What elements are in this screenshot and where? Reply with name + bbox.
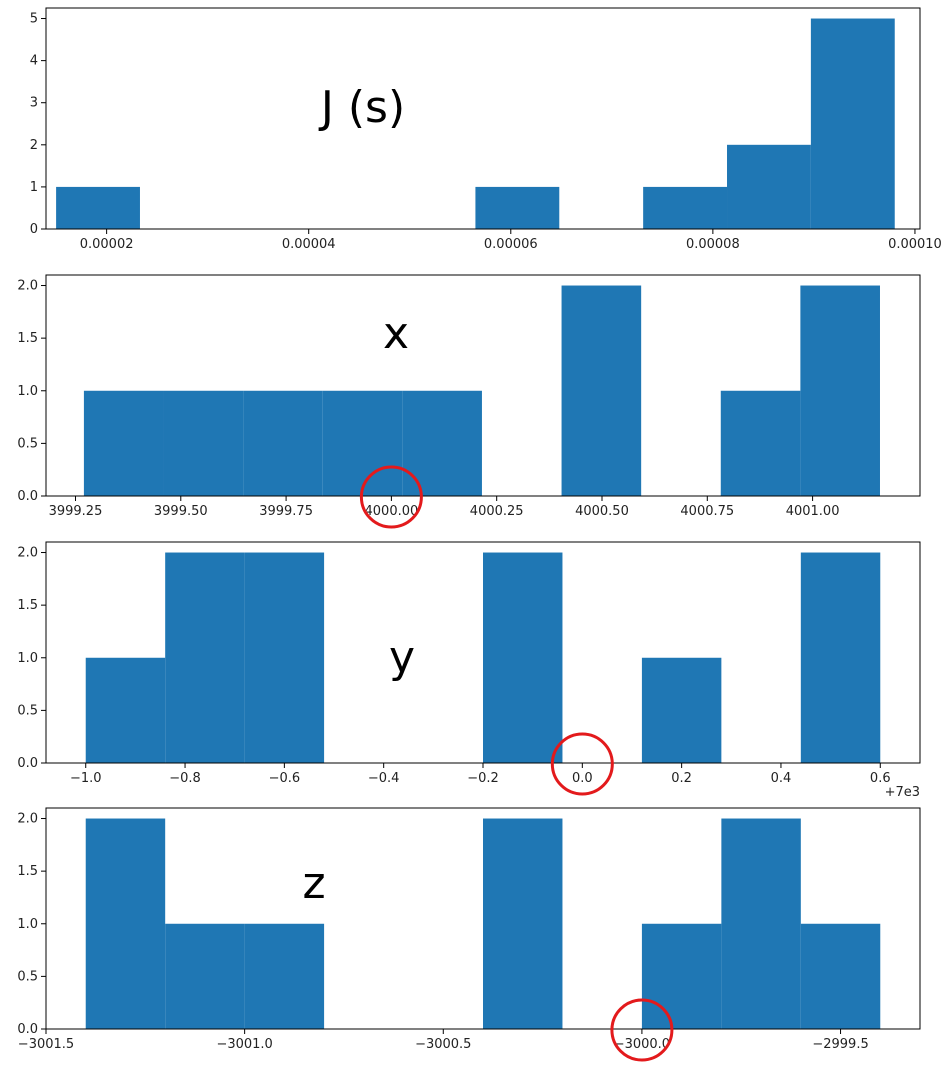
histogram-bar [561,285,642,496]
y-tick-label: 1.5 [17,331,38,346]
x-tick-label: −2999.5 [812,1037,868,1052]
histogram-bar [800,552,881,763]
x-tick-label: 0.00006 [484,237,538,252]
histogram-bar [244,923,325,1029]
x-tick-label: −0.4 [368,771,400,786]
x-tick-label: −3001.5 [18,1037,74,1052]
histogram-bar [810,18,895,230]
panel-1: 0 1 2 3 4 5 0.00002 0.00004 0.00006 0.00008 0.0001… [30,7,941,252]
y-tick-label: 0.0 [17,489,38,504]
y-tick-label: 3 [30,96,38,111]
x-tick-label: 0.00004 [282,237,336,252]
histogram-bar [322,390,403,496]
x-tick-label: −0.6 [269,771,301,786]
x-tick-label: 4000.25 [470,504,524,519]
x-tick-label: −3000.5 [415,1037,471,1052]
histogram-bar [243,390,323,496]
histogram-bar [475,186,560,229]
x-tick-label: 4000.00 [365,504,419,519]
x-tick-label: 0.4 [771,771,792,786]
histogram-bar [641,657,722,763]
histogram-bar [720,390,801,496]
x-tick-label: −3001.0 [216,1037,272,1052]
panel-title: z [302,858,325,909]
x-tick-label: 4000.50 [575,504,629,519]
y-tick-label: 2.0 [17,279,38,294]
panel-title: J (s) [318,82,405,133]
highlight-circle [550,732,614,796]
histogram-bar [165,552,245,763]
histogram-bar [163,390,244,496]
histogram-bar [727,144,811,229]
histogram-bar [800,285,880,496]
x-tick-label: 0.0 [572,771,593,786]
x-tick-label: 0.00008 [686,237,740,252]
y-tick-label: 2.0 [17,812,38,827]
y-tick-label: 5 [30,12,38,27]
histogram-bar [483,552,563,763]
axes-frame [45,274,921,497]
x-offset-label: +7e3 [885,785,920,800]
y-tick-label: 0 [30,222,38,237]
histogram-bar [721,818,801,1029]
x-tick-label: −0.8 [169,771,201,786]
histogram-bar [641,923,722,1029]
histogram-bar [85,818,166,1029]
histogram-bar [244,552,325,763]
panel-2: 0.0 0.5 1.0 1.5 2.0 3999.25 3999.50 3999.75 4000… [17,274,921,529]
histogram-bar [483,818,563,1029]
axes-frame [45,7,921,230]
y-tick-label: 0.5 [17,703,38,718]
x-tick-label: 0.00002 [80,237,134,252]
x-tick-label: −0.2 [467,771,499,786]
x-tick-label: −1.0 [70,771,102,786]
x-tick-label: −3000.0 [614,1037,670,1052]
y-tick-label: 1.5 [17,598,38,613]
y-tick-label: 1.0 [17,384,38,399]
x-tick-label: 0.6 [870,771,891,786]
histogram-bar [56,186,140,229]
x-tick-label: 3999.75 [259,504,313,519]
panel-title: x [383,308,409,359]
histogram-bar [85,657,166,763]
x-tick-label: 3999.25 [49,504,103,519]
histogram-bar [165,923,245,1029]
y-tick-label: 0.5 [17,969,38,984]
y-tick-label: 2.0 [17,546,38,561]
x-tick-label: 0.2 [671,771,692,786]
y-tick-label: 0.5 [17,436,38,451]
panel-title: y [389,632,415,683]
highlight-circle [610,998,674,1062]
y-tick-label: 1.0 [17,651,38,666]
axes-frame [45,807,921,1030]
histogram-bar [643,186,728,229]
panel-4: 0.0 0.5 1.0 1.5 2.0 −3001.5 −3001.0 −3000.5 −300… [17,807,921,1062]
y-tick-label: 2 [30,138,38,153]
x-tick-label: 4001.00 [786,504,840,519]
histogram-bar [800,923,881,1029]
y-tick-label: 1 [30,180,38,195]
y-tick-label: 1.0 [17,917,38,932]
x-tick-label: 3999.50 [154,504,208,519]
y-tick-label: 0.0 [17,756,38,771]
histogram-bar [83,390,164,496]
y-tick-label: 0.0 [17,1022,38,1037]
y-tick-label: 4 [30,54,38,69]
x-tick-label: 0.00010 [888,237,941,252]
histogram-bar [402,390,482,496]
highlight-circle [359,465,423,529]
panel-3: 0.0 0.5 1.0 1.5 2.0 −1.0 −0.8 −0.6 −0.4 −0.2 0.0 0.… [17,541,921,800]
y-tick-label: 1.5 [17,864,38,879]
x-tick-label: 4000.75 [680,504,734,519]
